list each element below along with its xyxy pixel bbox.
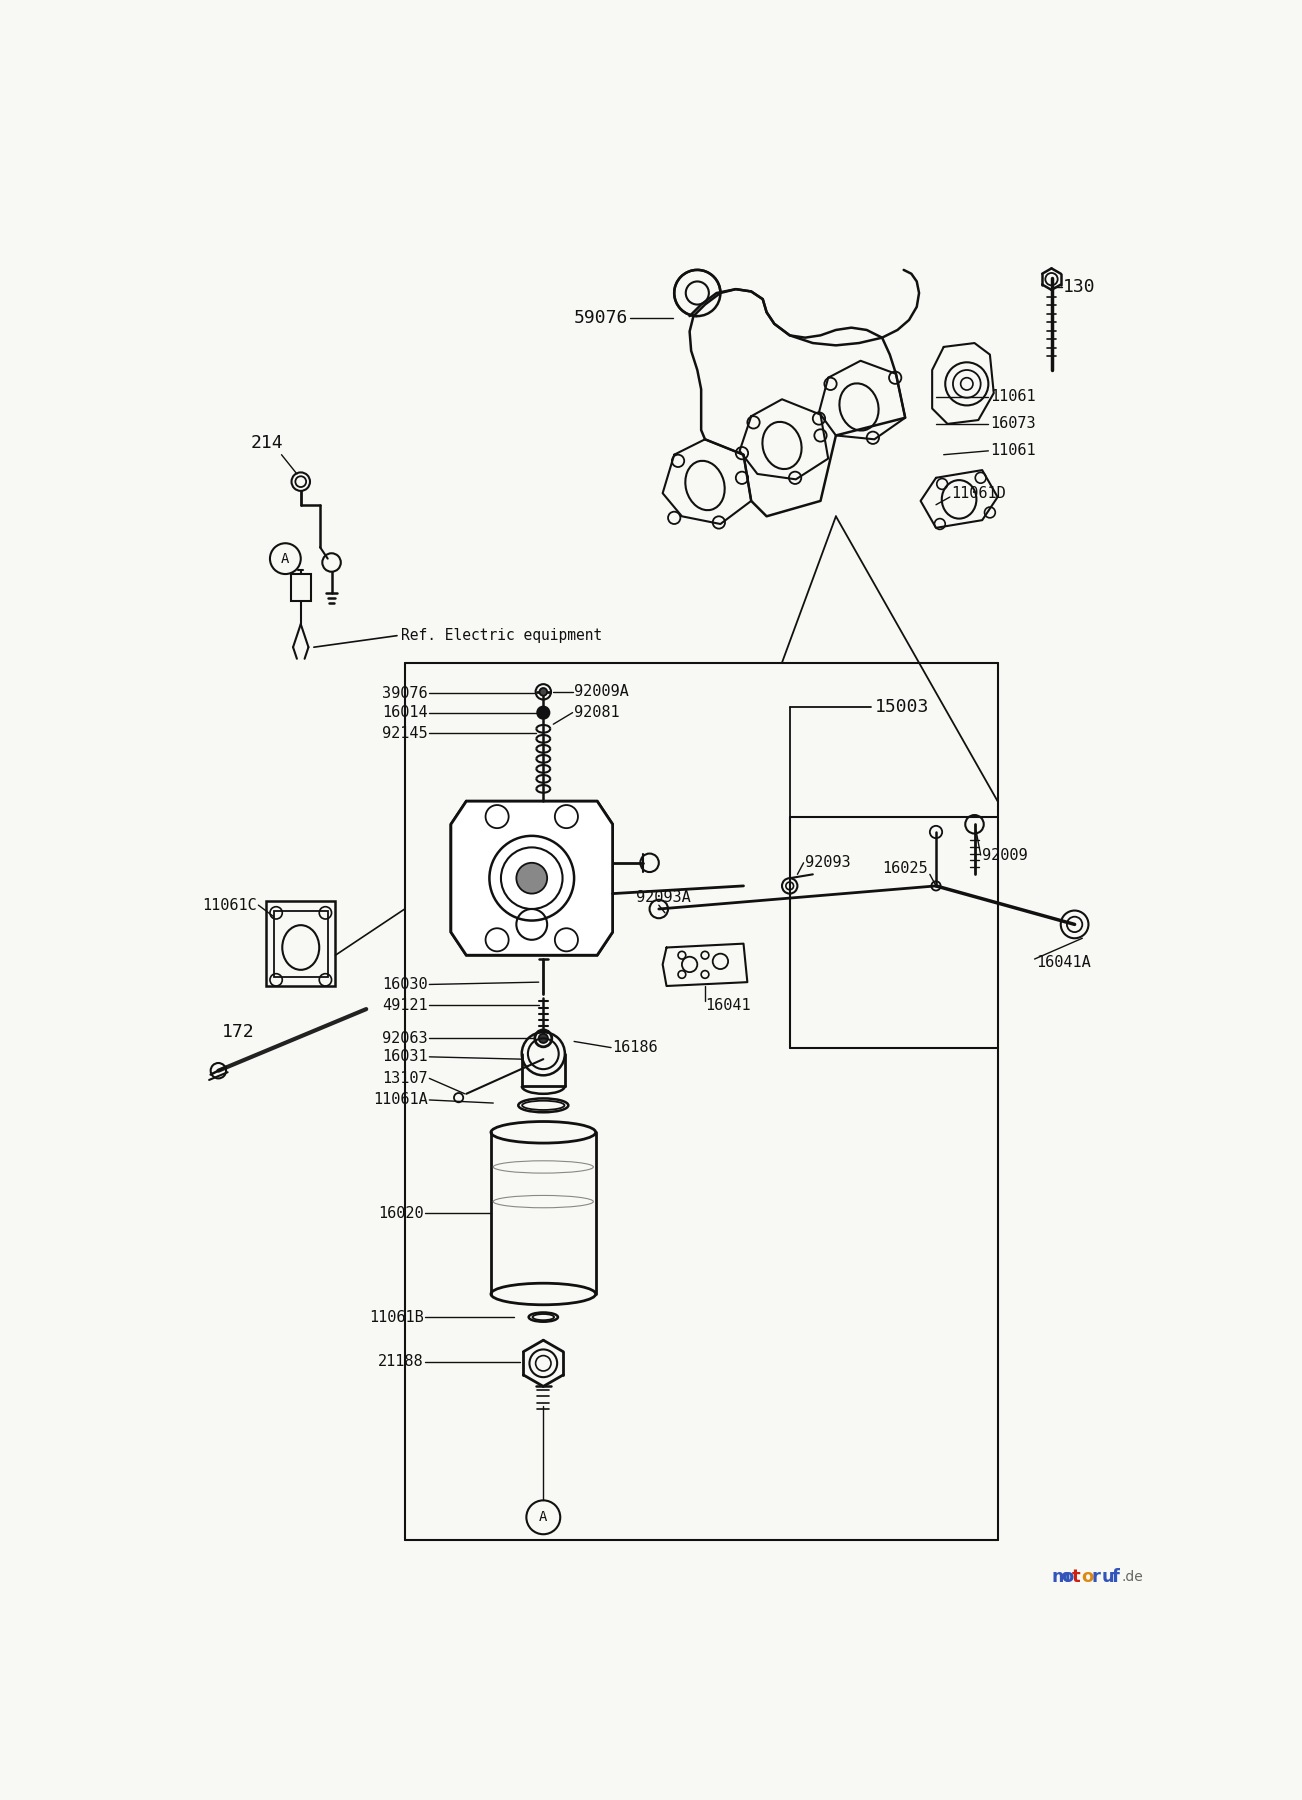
Text: 16025: 16025 — [883, 862, 928, 877]
Text: 92063: 92063 — [383, 1031, 428, 1046]
Bar — [273, 911, 328, 977]
Polygon shape — [450, 801, 613, 956]
Text: 92081: 92081 — [574, 706, 620, 720]
Text: t: t — [1072, 1568, 1081, 1586]
Text: 11061: 11061 — [990, 389, 1035, 405]
Text: 130: 130 — [1062, 277, 1096, 295]
Text: 49121: 49121 — [383, 997, 428, 1013]
Text: A: A — [281, 551, 289, 565]
Text: 16020: 16020 — [379, 1206, 424, 1220]
Text: 11061C: 11061C — [202, 898, 256, 913]
Text: 16041A: 16041A — [1036, 956, 1091, 970]
Text: 16073: 16073 — [990, 416, 1035, 432]
Circle shape — [538, 706, 549, 718]
Text: 11061A: 11061A — [374, 1093, 428, 1107]
Text: o: o — [1082, 1568, 1094, 1586]
Text: 92093: 92093 — [805, 855, 850, 871]
Text: A: A — [539, 1510, 548, 1525]
Text: 92009A: 92009A — [574, 684, 629, 700]
Text: 92009: 92009 — [982, 848, 1027, 862]
Text: Ref. Electric equipment: Ref. Electric equipment — [401, 628, 602, 643]
Text: 16030: 16030 — [383, 977, 428, 992]
Text: 16186: 16186 — [613, 1040, 659, 1055]
Text: 214: 214 — [251, 434, 284, 452]
Circle shape — [539, 688, 547, 697]
Text: 21188: 21188 — [379, 1354, 424, 1370]
Circle shape — [517, 862, 547, 893]
Text: 172: 172 — [221, 1022, 254, 1040]
Text: 92093A: 92093A — [635, 889, 690, 905]
Text: u: u — [1101, 1568, 1115, 1586]
Text: 16041: 16041 — [704, 997, 751, 1013]
Text: .de: .de — [1121, 1570, 1143, 1584]
Bar — [266, 902, 336, 986]
Text: 11061D: 11061D — [952, 486, 1006, 500]
Text: o: o — [1061, 1568, 1074, 1586]
Text: r: r — [1091, 1568, 1100, 1586]
Text: 15003: 15003 — [875, 698, 928, 716]
Text: 16014: 16014 — [383, 706, 428, 720]
Text: m: m — [1052, 1568, 1070, 1586]
Text: 11061: 11061 — [990, 443, 1035, 459]
Text: 92145: 92145 — [383, 725, 428, 742]
Text: 16031: 16031 — [383, 1049, 428, 1064]
Text: 39076: 39076 — [383, 686, 428, 700]
Text: f: f — [1112, 1568, 1120, 1586]
Text: 59076: 59076 — [574, 308, 628, 326]
Text: 13107: 13107 — [383, 1071, 428, 1085]
Bar — [290, 574, 311, 601]
Circle shape — [539, 1033, 548, 1042]
Text: 11061B: 11061B — [370, 1310, 424, 1325]
